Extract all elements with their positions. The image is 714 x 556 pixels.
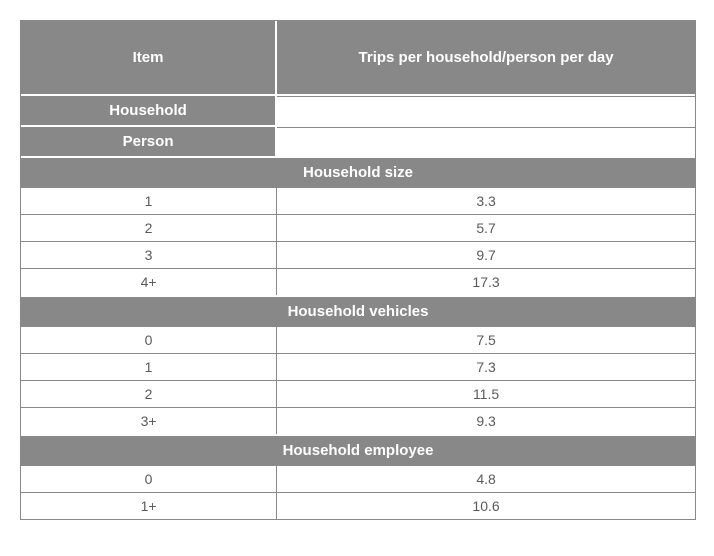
cell-label: 2	[21, 215, 277, 241]
table-header-row: Item Trips per household/person per day	[21, 21, 695, 94]
table-row: 2 5.7	[21, 214, 695, 241]
cell-label: 3+	[21, 408, 277, 434]
cell-value: 9.7	[277, 242, 695, 268]
cell-label: 1	[21, 354, 277, 380]
col-header-trips: Trips per household/person per day	[277, 21, 695, 94]
cell-value: 4.8	[277, 466, 695, 492]
cell-label: 0	[21, 327, 277, 353]
table-row: 2 11.5	[21, 380, 695, 407]
table-row: 0 7.5	[21, 326, 695, 353]
table-row: 4+ 17.3	[21, 268, 695, 295]
section-title-employee: Household employee	[21, 434, 695, 465]
table-row: 1+ 10.6	[21, 492, 695, 519]
table-row: 1 3.3	[21, 187, 695, 214]
table-row: 3 9.7	[21, 241, 695, 268]
cell-label: 1+	[21, 493, 277, 519]
cell-label: 1	[21, 188, 277, 214]
table-row: 0 4.8	[21, 465, 695, 492]
subheader-household-label: Household	[21, 96, 277, 125]
subheader-person-value	[277, 127, 695, 156]
cell-value: 7.3	[277, 354, 695, 380]
cell-value: 9.3	[277, 408, 695, 434]
cell-label: 2	[21, 381, 277, 407]
section-title-vehicles: Household vehicles	[21, 295, 695, 326]
cell-label: 3	[21, 242, 277, 268]
cell-label: 0	[21, 466, 277, 492]
subheader-person-row: Person	[21, 125, 695, 156]
table-row: 1 7.3	[21, 353, 695, 380]
cell-value: 5.7	[277, 215, 695, 241]
cell-value: 17.3	[277, 269, 695, 295]
cell-value: 7.5	[277, 327, 695, 353]
trips-table: Item Trips per household/person per day …	[20, 20, 696, 520]
subheader-household-row: Household	[21, 94, 695, 125]
section-title-size: Household size	[21, 156, 695, 187]
cell-value: 11.5	[277, 381, 695, 407]
cell-value: 3.3	[277, 188, 695, 214]
subheader-household-value	[277, 96, 695, 125]
cell-value: 10.6	[277, 493, 695, 519]
table-row: 3+ 9.3	[21, 407, 695, 434]
cell-label: 4+	[21, 269, 277, 295]
col-header-item: Item	[21, 21, 277, 94]
subheader-person-label: Person	[21, 127, 277, 156]
